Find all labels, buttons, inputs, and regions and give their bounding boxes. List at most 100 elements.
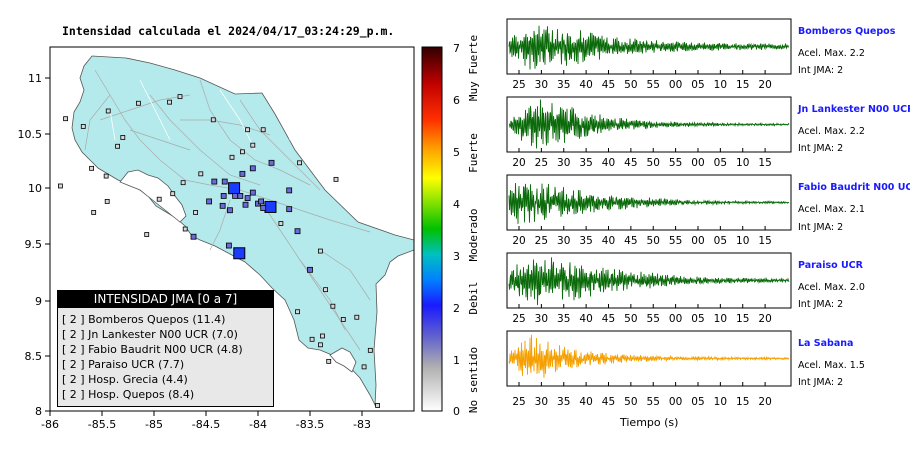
station-marker — [317, 248, 323, 254]
station-marker — [286, 187, 293, 194]
waveform-tick-label: 40 — [579, 79, 592, 91]
waveform-tick-label: 15 — [736, 313, 749, 325]
station-markers — [58, 94, 381, 408]
station-marker — [330, 303, 336, 309]
y-tick-label: 11 — [28, 72, 42, 85]
rivers — [109, 79, 341, 201]
legend-item: [ 2 ] Jn Lankester N00 UCR (7.0) — [62, 328, 238, 341]
waveform-tick-label: 25 — [535, 157, 548, 169]
waveform-tick-label: 05 — [691, 396, 704, 408]
station-marker — [105, 108, 111, 114]
chart-title: Intensidad calculada el 2024/04/17_03:24… — [62, 24, 395, 38]
station-marker — [182, 226, 188, 232]
station-marker — [225, 242, 232, 249]
station-marker — [220, 193, 227, 199]
waveform-tick-label: 05 — [691, 79, 704, 91]
waveform-tick-label: 25 — [512, 313, 525, 325]
station-marker — [210, 117, 216, 123]
station-marker — [297, 160, 303, 166]
legend-item: [ 2 ] Hosp. Grecia (4.4) — [62, 373, 188, 386]
station-marker — [180, 180, 186, 186]
waveform-tick-label: 10 — [736, 157, 749, 169]
waveform-tick-label: 20 — [512, 157, 525, 169]
station-marker — [354, 314, 360, 320]
station-marker — [170, 191, 176, 197]
waveform-tick-label: 35 — [579, 235, 592, 247]
waveform-tick-label: 15 — [736, 396, 749, 408]
waveform-tick-label: 35 — [579, 157, 592, 169]
waveform-tick-label: 10 — [714, 313, 727, 325]
waveform-tick-label: 50 — [624, 396, 637, 408]
station-marker — [233, 247, 246, 260]
waveform-tick-label: 50 — [624, 313, 637, 325]
station-marker — [177, 94, 183, 100]
station-name: Fabio Baudrit N00 UCR — [798, 182, 910, 193]
x-tick-label: -83.5 — [296, 418, 324, 431]
waveform-tick-label: 30 — [557, 235, 570, 247]
station-marker — [245, 127, 251, 133]
station-name: Jn Lankester N00 UCR — [798, 104, 910, 115]
y-tick-label: 10 — [28, 182, 42, 195]
station-int: Int JMA: 2 — [798, 143, 844, 154]
station-marker — [268, 159, 275, 166]
waveform-tick-label: 45 — [624, 235, 637, 247]
waveform-tick-label: 50 — [624, 79, 637, 91]
station-name: Bomberos Quepos — [798, 26, 896, 37]
station-marker — [219, 202, 226, 209]
waveform-tick-label: 25 — [512, 79, 525, 91]
x-tick-label: -85.5 — [88, 418, 116, 431]
waveform-tick-label: 10 — [714, 396, 727, 408]
station-marker — [229, 154, 235, 160]
waveform-tick-label: 10 — [714, 79, 727, 91]
waveform-tick-label: 25 — [535, 235, 548, 247]
station-marker — [317, 342, 323, 348]
legend-item: [ 2 ] Hosp. Quepos (8.4) — [62, 388, 195, 401]
station-accel: Acel. Max. 1.5 — [798, 360, 865, 371]
station-marker — [198, 171, 204, 177]
station-marker — [340, 317, 346, 322]
waveform-tick-label: 00 — [669, 396, 682, 408]
legend-item: [ 2 ] Fabio Baudrit N00 UCR (4.8) — [62, 343, 243, 356]
map-frame — [49, 46, 415, 412]
station-int: Int JMA: 2 — [798, 65, 844, 76]
station-int: Int JMA: 2 — [798, 222, 844, 233]
colorbar-tick: 5 — [453, 146, 460, 159]
waveform-tick-label: 55 — [669, 157, 682, 169]
waveform-tick-label: 15 — [758, 235, 771, 247]
station-marker — [258, 198, 265, 205]
station-marker — [239, 149, 245, 155]
waveform-tick-label: 00 — [669, 79, 682, 91]
colorbar-label: Muy Fuerte — [467, 35, 480, 101]
osa-gulf — [329, 347, 357, 373]
waveform-tick-label: 50 — [647, 157, 660, 169]
waveform-tick-label: 00 — [691, 235, 704, 247]
station-marker — [260, 127, 266, 133]
station-marker — [115, 143, 120, 149]
colorbar-tick: 7 — [453, 42, 460, 55]
station-marker — [104, 199, 110, 204]
waveform-tick-label: 30 — [535, 79, 548, 91]
station-marker — [144, 232, 150, 237]
x-tick-label: -84 — [249, 418, 267, 431]
gulf-of-nicoya — [119, 169, 187, 223]
colorbar-label: Moderado — [467, 209, 480, 262]
legend-item: [ 2 ] Bomberos Quepos (11.4) — [62, 313, 226, 326]
station-marker — [63, 116, 68, 122]
colorbar-tick: 1 — [453, 354, 460, 367]
station-marker — [190, 233, 197, 240]
costa-rica-landmass — [71, 55, 414, 407]
station-name: La Sabana — [798, 338, 854, 349]
waveform-tick-label: 20 — [758, 396, 771, 408]
station-marker — [244, 195, 251, 202]
station-marker — [333, 176, 339, 182]
waveform-trace — [508, 99, 790, 149]
x-tick-label: -83 — [353, 418, 371, 431]
x-tick-label: -85 — [145, 418, 163, 431]
colorbar-label: Debil — [467, 281, 480, 314]
waveform-tick-label: 40 — [602, 235, 615, 247]
station-marker — [309, 336, 315, 342]
x-axis-label: Tiempo (s) — [620, 416, 679, 429]
waveform-tick-label: 00 — [691, 157, 704, 169]
station-marker — [320, 333, 325, 339]
